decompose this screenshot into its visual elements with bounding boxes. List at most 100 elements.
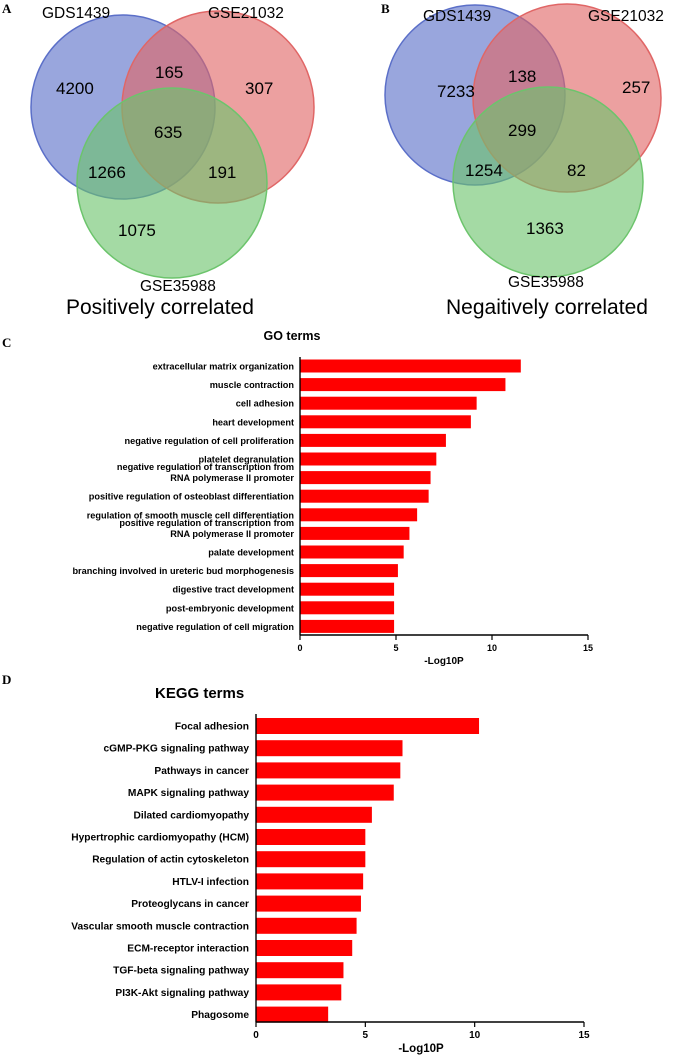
venn-count-gds1439-only: 4200 [56, 79, 94, 98]
category-label: HTLV-I infection [172, 877, 249, 888]
category-label: Regulation of actin cytoskeleton [92, 855, 249, 866]
bar-extracellular-matrix-organization [300, 359, 521, 373]
category-label: Dilated cardiomyopathy [134, 810, 250, 821]
bar-proteoglycans-in-cancer [256, 895, 361, 912]
bar-regulation-of-smooth-muscle-cell-differentiation [300, 508, 418, 522]
x-axis-label: -Log10P [424, 656, 464, 667]
chart-title: KEGG terms [155, 685, 244, 702]
category-label: positive regulation of osteoblast differ… [89, 492, 295, 502]
venn-caption: Negaitively correlated [446, 296, 648, 319]
venn-count-gse35988-only: 1363 [526, 219, 564, 238]
bar-phagosome [256, 1006, 329, 1023]
go-terms-bar-chart: GO terms extracellular matrix organizati… [72, 329, 593, 667]
category-label: RNA polymerase II promoter [170, 529, 294, 539]
bar-regulation-of-actin-cytoskeleton [256, 851, 366, 868]
x-axis-ticks: 0 5 10 15 [297, 635, 593, 653]
category-label: negative regulation of cell proliferatio… [125, 436, 295, 446]
venn-set-label-2: GSE21032 [208, 5, 284, 22]
category-label: Proteoglycans in cancer [131, 899, 249, 910]
bar-negative-regulation-of-transcription-from-rna-polymerase-ii-promoter [300, 471, 431, 485]
venn-count-gse35988-only: 1075 [118, 221, 156, 240]
x-tick-label: 15 [583, 643, 593, 653]
bar-palate-development [300, 545, 404, 559]
category-label: extracellular matrix organization [153, 362, 295, 372]
category-label: branching involved in ureteric bud morph… [72, 566, 294, 576]
category-label: platelet degranulation [199, 455, 295, 465]
bar-htlv-i-infection [256, 873, 364, 890]
bar-hypertrophic-cardiomyopathy-hcm [256, 829, 366, 845]
bar-pathways-in-cancer [256, 762, 401, 779]
category-label: post-embryonic development [166, 603, 294, 613]
panel-label-b: B [381, 1, 390, 16]
venn-diagram-positive: GDS1439 GSE21032 GSE35988 4200 165 307 6… [30, 5, 315, 319]
venn-count-gds1439-gse21032: 165 [155, 63, 183, 82]
venn-count-gds1439-only: 7233 [437, 82, 475, 101]
panel-label-d: D [2, 672, 11, 687]
category-label: Focal adhesion [175, 722, 249, 733]
category-label: digestive tract development [172, 585, 294, 595]
category-label: MAPK signaling pathway [128, 788, 249, 799]
venn-circle-gse35988 [76, 87, 268, 279]
x-tick-label: 0 [253, 1030, 259, 1041]
venn-set-label-1: GDS1439 [42, 5, 110, 22]
venn-diagram-negative: GDS1439 GSE21032 GSE35988 7233 138 257 2… [384, 3, 664, 319]
bar-focal-adhesion [256, 718, 480, 734]
category-label: cGMP-PKG signaling pathway [104, 744, 250, 755]
bar-group [256, 718, 480, 1023]
category-label: negative regulation of transcription fro… [117, 462, 294, 472]
x-tick-label: 0 [297, 643, 302, 653]
venn-count-gds1439-gse35988: 1266 [88, 163, 126, 182]
category-label: PI3K-Akt signaling pathway [115, 988, 249, 999]
bar-pi3k-akt-signaling-pathway [256, 984, 342, 1001]
x-axis-label: -Log10P [398, 1043, 444, 1055]
bar-mapk-signaling-pathway [256, 784, 394, 801]
venn-circle-gse35988 [452, 86, 644, 278]
bar-tgf-beta-signaling-pathway [256, 962, 344, 979]
venn-count-gse21032-only: 307 [245, 79, 273, 98]
bar-cell-adhesion [300, 396, 477, 410]
category-label: ECM-receptor interaction [127, 944, 249, 955]
category-label: Vascular smooth muscle contraction [71, 921, 249, 932]
category-label: TGF-beta signaling pathway [113, 966, 249, 977]
bar-ecm-receptor-interaction [256, 940, 353, 956]
category-labels: Focal adhesion cGMP-PKG signaling pathway… [71, 722, 249, 1022]
category-label: palate development [208, 548, 294, 558]
x-tick-label: 10 [487, 643, 497, 653]
x-tick-label: 5 [363, 1030, 369, 1041]
x-axis-ticks: 0 5 10 15 [253, 1022, 590, 1041]
bar-vascular-smooth-muscle-contraction [256, 917, 357, 934]
venn-count-gds1439-gse35988: 1254 [465, 161, 503, 180]
panel-label-a: A [2, 1, 12, 16]
panel-label-c: C [2, 335, 11, 350]
bar-platelet-degranulation [300, 452, 437, 466]
category-label: heart development [212, 417, 294, 427]
venn-set-label-3: GSE35988 [508, 274, 584, 291]
bar-heart-development [300, 415, 471, 429]
category-label: Hypertrophic cardiomyopathy (HCM) [71, 833, 249, 844]
bar-cgmp-pkg-signaling-pathway [256, 740, 403, 757]
x-tick-label: 5 [393, 643, 398, 653]
category-label: regulation of smooth muscle cell differe… [87, 510, 295, 520]
bar-group [300, 359, 521, 633]
venn-set-label-1: GDS1439 [423, 8, 491, 25]
venn-count-gse21032-gse35988: 82 [567, 161, 586, 180]
bar-dilated-cardiomyopathy [256, 806, 372, 823]
venn-caption: Positively correlated [66, 296, 254, 319]
bar-post-embryonic-development [300, 601, 395, 615]
chart-title: GO terms [264, 329, 321, 343]
venn-count-all: 635 [154, 123, 182, 142]
venn-count-all: 299 [508, 121, 536, 140]
bar-positive-regulation-of-osteoblast-differentiation [300, 489, 429, 503]
category-labels: extracellular matrix organization muscle … [72, 362, 294, 632]
venn-count-gse21032-only: 257 [622, 78, 650, 97]
category-label: Phagosome [191, 1010, 249, 1021]
category-label: positive regulation of transcription fro… [119, 518, 294, 528]
kegg-terms-bar-chart: KEGG terms Focal adhesion cGMP-PKG signal… [71, 685, 590, 1055]
category-label: muscle contraction [210, 380, 295, 390]
venn-set-label-2: GSE21032 [588, 8, 664, 25]
x-tick-label: 15 [578, 1030, 590, 1041]
bar-negative-regulation-of-cell-migration [300, 619, 395, 633]
category-label: Pathways in cancer [154, 766, 249, 777]
bar-digestive-tract-development [300, 582, 395, 596]
